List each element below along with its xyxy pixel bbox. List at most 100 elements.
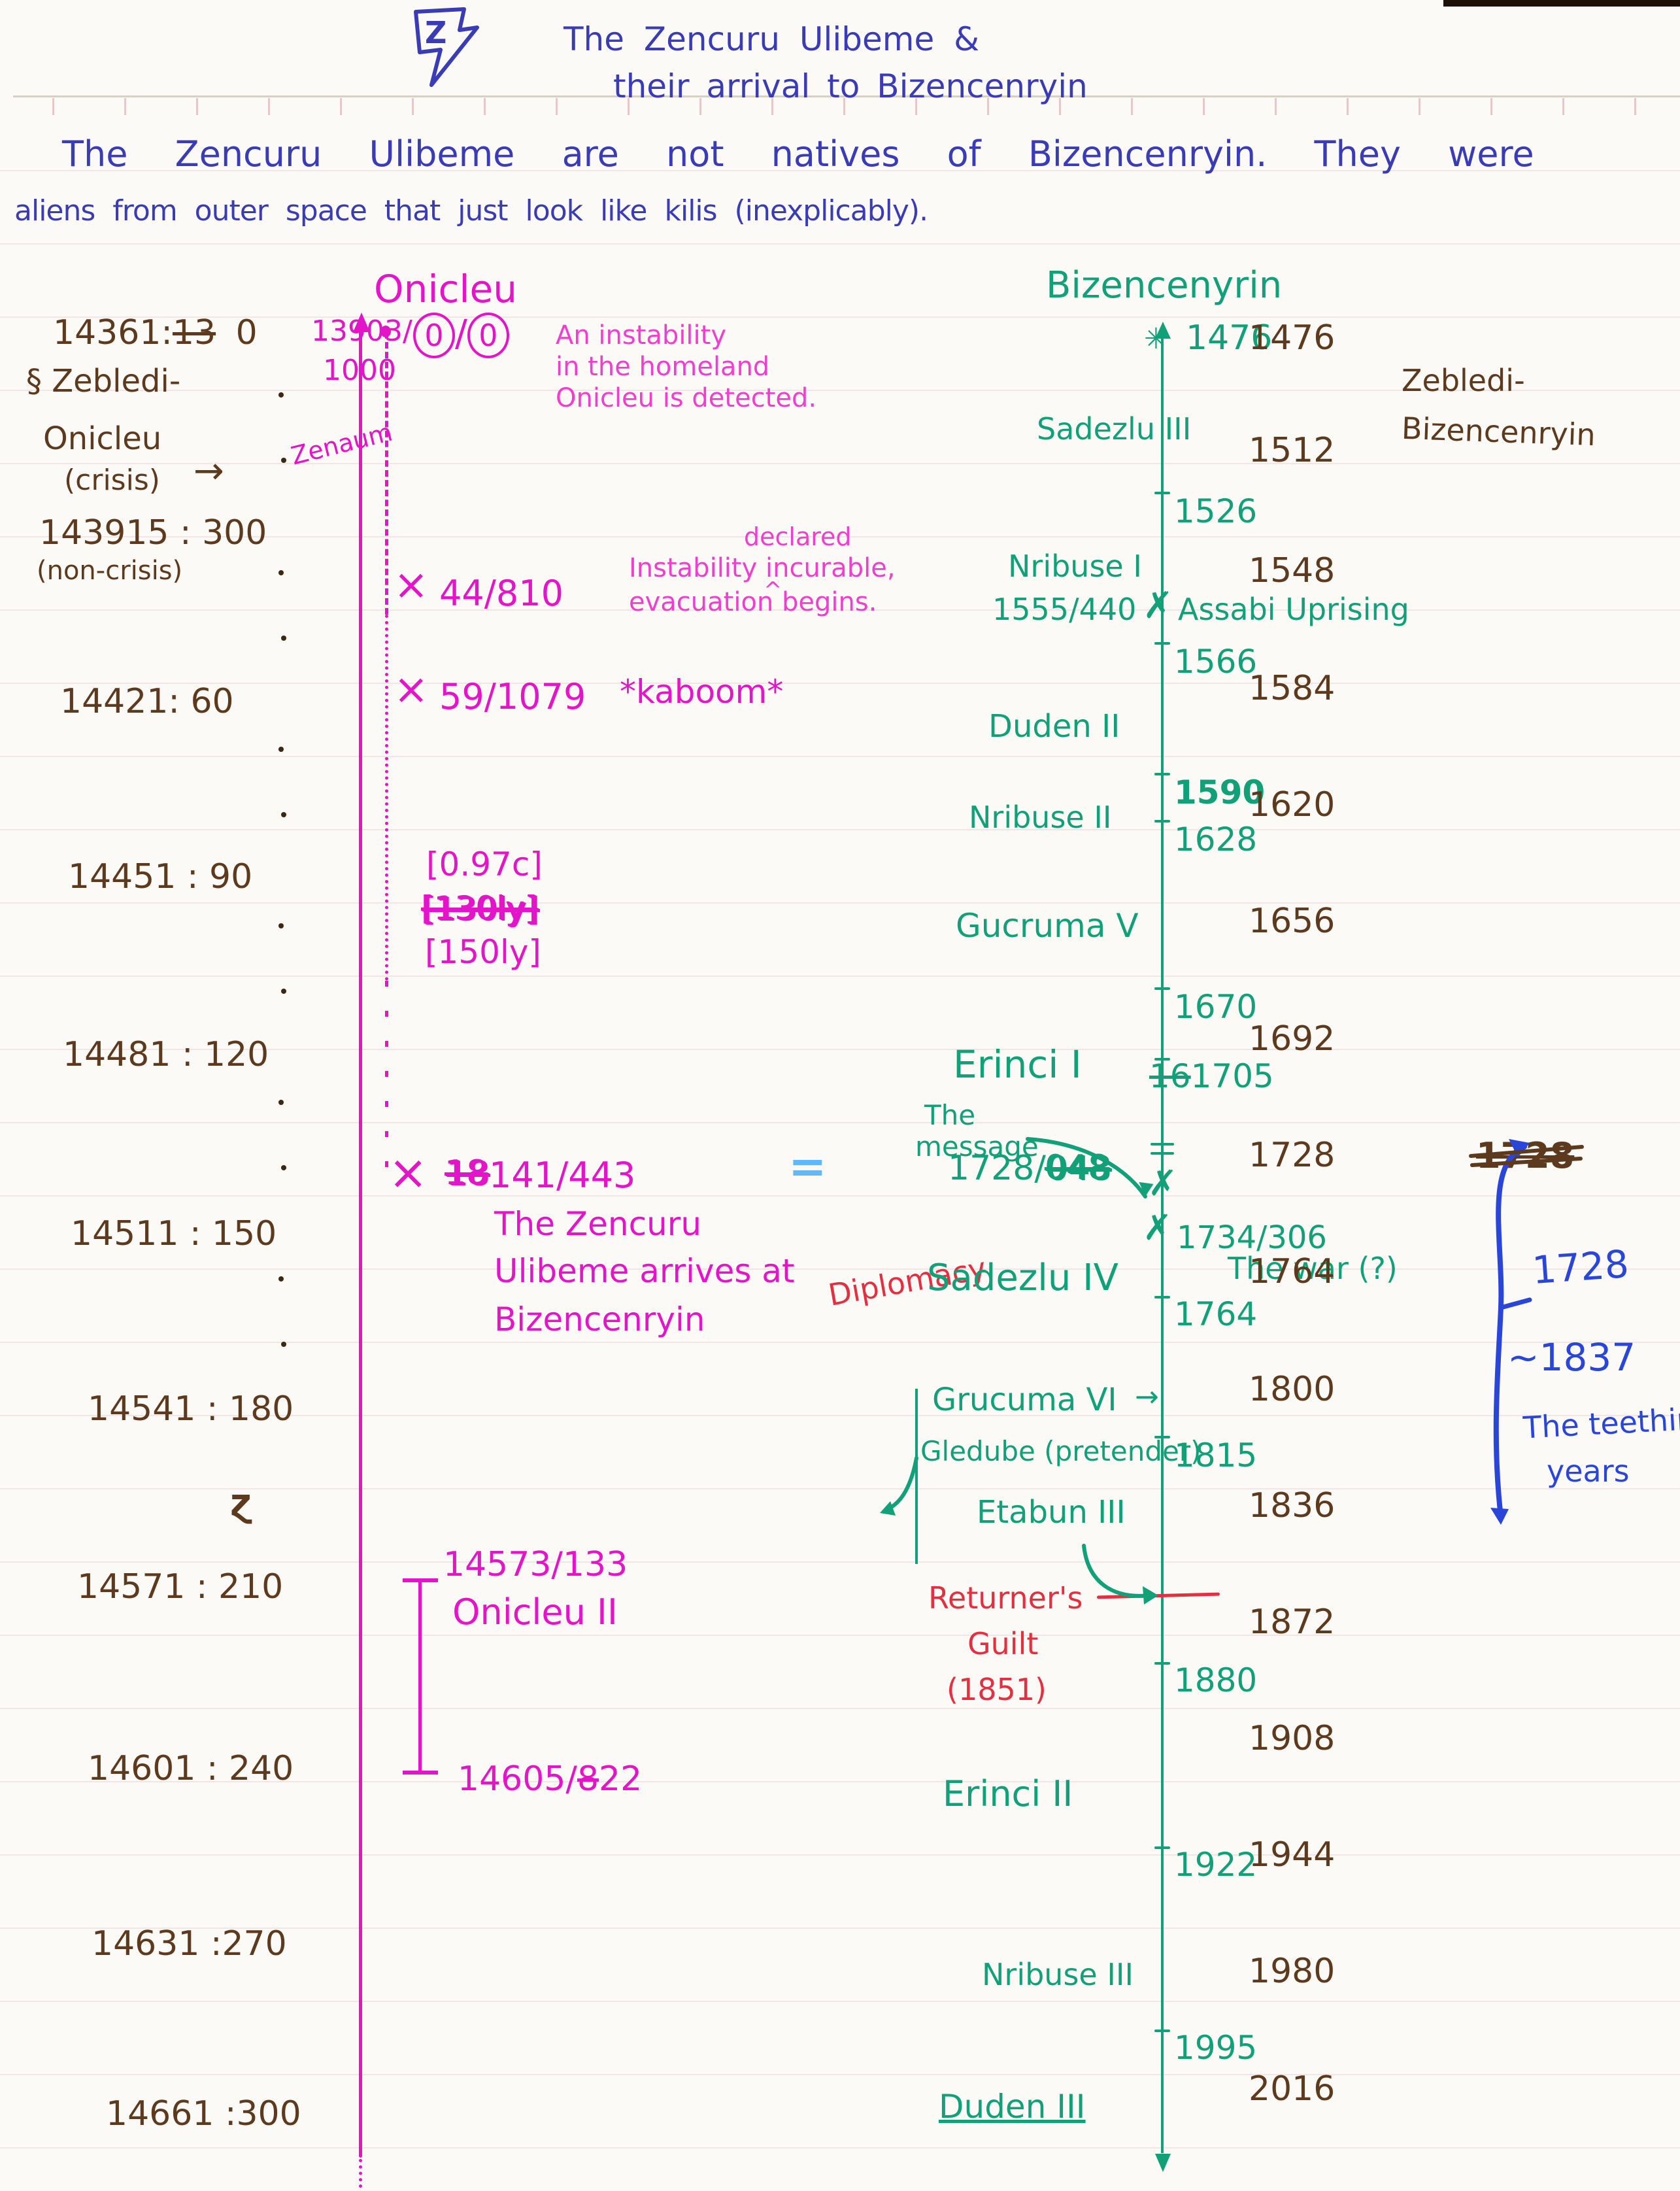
instability-note-1: An instability: [556, 320, 727, 350]
gregorian-year: 1908: [1249, 1719, 1336, 1758]
ruler-gledube: Gledube (pretender): [920, 1435, 1201, 1467]
onicleu2-name: Onicleu II: [452, 1591, 618, 1633]
teething-from-year: 1728: [1530, 1241, 1630, 1293]
gregorian-year: 1980: [1249, 1952, 1336, 1991]
event-44-810-value: 44/810: [439, 573, 563, 614]
biz-origin-star: ✳: [1144, 322, 1168, 356]
onicleu2-start-value: 14573/133: [443, 1545, 628, 1584]
axis-tick: [1154, 773, 1170, 775]
gregorian-year: 1872: [1249, 1603, 1336, 1642]
scale-dot: [281, 1165, 286, 1170]
scale-dot: [281, 458, 286, 463]
speed-bracket: [0.97c]: [426, 845, 543, 883]
struck-digits: 16: [1149, 1057, 1191, 1095]
intro-line2: aliens from outer space that just look l…: [14, 194, 928, 228]
axis-tick: [1154, 1058, 1170, 1061]
arrival-note-3: Bizencenryin: [494, 1300, 705, 1338]
axis-tick-double: [1151, 1143, 1174, 1146]
biz-year-1476: 1476: [1186, 318, 1273, 358]
event-44-810-mark: ×: [394, 561, 429, 609]
ruler-erinci-ii: Erinci II: [943, 1773, 1073, 1814]
uprising-x-mark: ✗: [1143, 585, 1173, 627]
ruler-nribuse-i: Nribuse I: [1008, 549, 1142, 584]
scale-squiggle: ɀ: [230, 1482, 252, 1524]
gregorian-year: 1656: [1249, 902, 1336, 941]
message-value: 1728/048: [948, 1149, 1111, 1188]
instability-note-2: in the homeland: [556, 352, 770, 382]
year-1526: 1526: [1174, 492, 1258, 530]
onicleu-origin-numerator: 13903/: [311, 314, 412, 348]
returners-guilt-2: Guilt: [967, 1626, 1039, 1661]
message-label-2: message: [915, 1130, 1039, 1163]
onicleu-origin-value: 0/0: [413, 313, 509, 358]
zebledi-side-note-2: Onicleu: [43, 420, 162, 457]
ruler-grucuma-vi: Grucuma VI: [932, 1382, 1117, 1418]
gregorian-year: 1800: [1249, 1370, 1336, 1409]
scale-dot: [281, 1342, 286, 1347]
ruler-line: [13, 95, 1680, 97]
returners-guilt-dash: [1096, 1592, 1220, 1599]
axis-tick: [1154, 1846, 1170, 1849]
scale-dot: [278, 1276, 284, 1282]
struck-value: 13: [172, 313, 216, 352]
scale-row-0: 14361:13 0: [53, 313, 258, 352]
war-label: The war (?): [1228, 1251, 1398, 1286]
scale-row-8: 14601 : 240: [88, 1749, 294, 1788]
onicleu-origin-denominator: 1000: [323, 354, 396, 387]
axis-x-mark-1734: ✗: [1143, 1207, 1173, 1248]
right-column-header-2: Bizencenryin: [1401, 410, 1596, 453]
pretender-bracket: [915, 1389, 918, 1564]
gregorian-year: 1764: [1249, 1252, 1336, 1291]
axis-tick: [1154, 1662, 1170, 1665]
ruler-ticks: [52, 98, 1667, 115]
year-1880: 1880: [1174, 1661, 1258, 1699]
arrival-mark: ×: [388, 1145, 428, 1200]
year-1815: 1815: [1174, 1436, 1258, 1474]
uprising-label: Assabi Uprising: [1178, 592, 1409, 627]
axis-tick-double: [1151, 1152, 1174, 1155]
scale-dot: [278, 570, 284, 575]
arrival-note-1: The Zencuru: [494, 1205, 702, 1243]
biz-axis-line: [1161, 337, 1164, 2153]
ruler-duden-ii: Duden II: [988, 708, 1120, 745]
year-1590: 1590: [1174, 773, 1266, 811]
gregorian-year: 1512: [1249, 431, 1336, 470]
arrival-value: 141/443: [489, 1155, 636, 1196]
crisis-arrow: →: [193, 450, 224, 492]
scale-dot: [278, 747, 284, 752]
onicleu2-end-value: 14605/822: [458, 1759, 643, 1799]
scale-dot: [278, 923, 284, 928]
evacuation-note-bot: evacuation begins.: [629, 587, 877, 617]
scale-row-1-note: (non-crisis): [37, 556, 183, 586]
onicleu-axis-line-dotted-end: [359, 2159, 362, 2188]
onicleu-axis-line: [359, 327, 362, 2158]
zebledi-side-note-3: (crisis): [64, 464, 160, 497]
axis-tick: [1154, 492, 1170, 494]
intro-line1: The Zencuru Ulibeme are not natives of B…: [62, 133, 1534, 175]
scale-dot: [281, 636, 286, 641]
grucuma-vi-arrow: →: [1135, 1380, 1159, 1414]
struck-digit: 8: [577, 1759, 599, 1799]
year-1995: 1995: [1174, 2029, 1258, 2067]
axis-tick: [1154, 987, 1170, 990]
scale-row-10: 14661 :300: [106, 2094, 301, 2133]
gregorian-year: 2016: [1249, 2069, 1336, 2109]
teething-label-2: years: [1547, 1453, 1630, 1489]
ruler-nribuse-iii: Nribuse III: [982, 1957, 1134, 1992]
equals-sign: =: [788, 1140, 827, 1193]
uprising-value: 1555/440: [992, 592, 1137, 627]
axis-tick: [1154, 1436, 1170, 1438]
onicleu-axis-label: Zenaum: [288, 417, 395, 471]
scale-dot: [281, 812, 286, 817]
scale-row-3: 14451 : 90: [68, 857, 253, 896]
evacuation-note-top: declared: [744, 522, 852, 551]
scale-row-1: 143915 : 300: [39, 513, 267, 552]
scale-dot: [278, 1100, 284, 1105]
onicleu-dashed-line: [385, 332, 388, 615]
ruler-erinci-i: Erinci I: [953, 1042, 1082, 1087]
year-1566: 1566: [1174, 643, 1258, 681]
right-column-header-1: Zebledi-: [1402, 363, 1525, 398]
event-59-1079-mark: ×: [394, 666, 429, 714]
scale-dot: [281, 989, 286, 994]
